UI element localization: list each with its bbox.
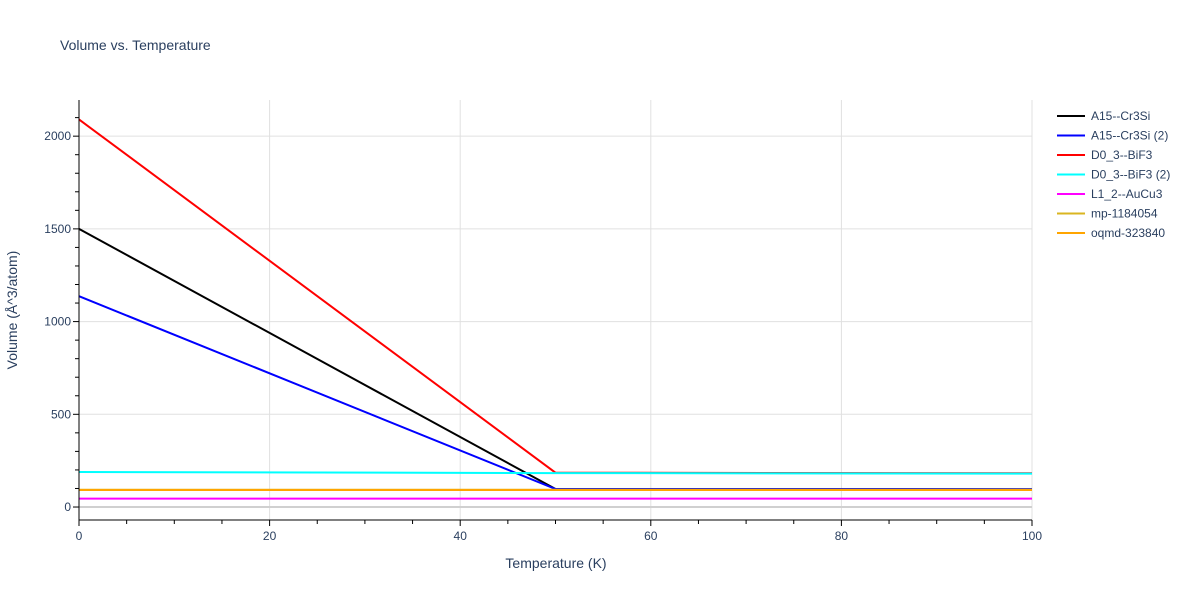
x-axis-label: Temperature (K)	[505, 555, 606, 571]
x-tick-label: 60	[644, 529, 658, 543]
legend[interactable]: A15--Cr3Si A15--Cr3Si (2) D0_3--BiF3 D0_3--…	[1057, 109, 1170, 240]
x-tick-label: 40	[454, 529, 468, 543]
y-tick-label: 500	[51, 407, 71, 421]
legend-item[interactable]: oqmd-323840	[1057, 226, 1165, 240]
grid	[79, 100, 1033, 520]
legend-label: oqmd-323840	[1091, 226, 1165, 240]
x-tick-label: 100	[1022, 529, 1042, 543]
legend-label: L1_2--AuCu3	[1091, 187, 1163, 201]
series-line-2	[78, 118, 1033, 475]
y-tick-label: 1000	[44, 315, 71, 329]
x-tick-label: 20	[263, 529, 277, 543]
legend-label: D0_3--BiF3	[1091, 148, 1153, 162]
y-tick-label: 0	[64, 500, 71, 514]
series-line-1	[78, 295, 1033, 491]
x-tick-label: 0	[76, 529, 83, 543]
series-line-0	[78, 227, 1033, 491]
series-line-3	[78, 470, 1033, 475]
legend-label: D0_3--BiF3 (2)	[1091, 168, 1170, 182]
legend-item[interactable]: L1_2--AuCu3	[1057, 187, 1163, 201]
legend-item[interactable]: A15--Cr3Si (2)	[1057, 129, 1168, 143]
legend-item[interactable]: D0_3--BiF3	[1057, 148, 1153, 162]
legend-label: A15--Cr3Si	[1091, 109, 1150, 123]
y-axis-label: Volume (Å^3/atom)	[4, 251, 20, 370]
chart-title: Volume vs. Temperature	[60, 37, 211, 53]
legend-label: A15--Cr3Si (2)	[1091, 129, 1168, 143]
legend-item[interactable]: mp-1184054	[1057, 207, 1158, 221]
y-tick-label: 1500	[44, 222, 71, 236]
x-tick-label: 80	[835, 529, 849, 543]
legend-item[interactable]: D0_3--BiF3 (2)	[1057, 168, 1170, 182]
y-tick-label: 2000	[44, 129, 71, 143]
legend-item[interactable]: A15--Cr3Si	[1057, 109, 1150, 123]
series-lines	[78, 118, 1033, 500]
legend-label: mp-1184054	[1091, 207, 1158, 221]
